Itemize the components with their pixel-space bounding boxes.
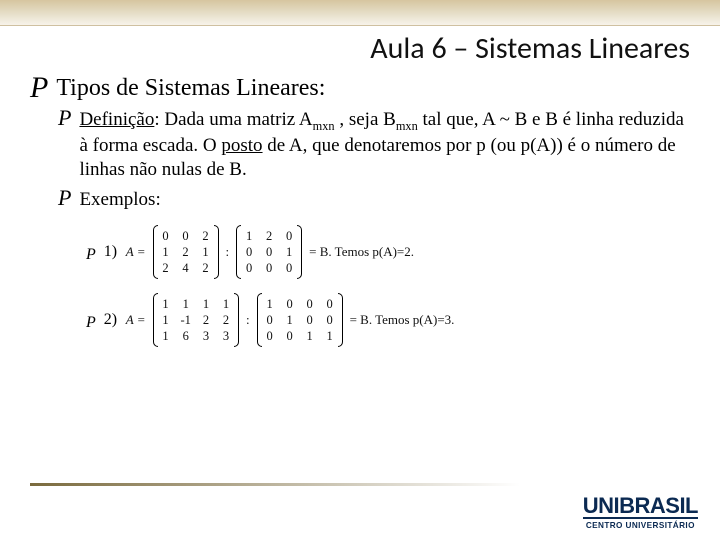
bullet-icon: P (86, 250, 96, 260)
heading-row: P Tipos de Sistemas Lineares: (30, 75, 690, 102)
logo-part-brasil: BRASIL (619, 493, 698, 518)
top-decorative-band (0, 0, 720, 26)
institution-logo: UNIBRASIL CENTRO UNIVERSITÁRIO (583, 496, 698, 530)
logo-wordmark: UNIBRASIL (583, 496, 698, 516)
bullet-icon: P (58, 111, 71, 124)
examples-row: P Exemplos: (58, 188, 690, 212)
bottom-accent-line (30, 483, 520, 486)
bullet-icon: P (30, 79, 48, 97)
example-equation: A =11111-1221633:100001000011= B. Temos … (126, 293, 455, 347)
definition-text: Definição: Dada uma matriz Amxn , seja B… (79, 108, 690, 182)
definition-label: Definição (79, 109, 154, 130)
logo-part-uni: UNI (583, 493, 619, 518)
example-number: 1) (104, 243, 126, 261)
slide-body: Aula 6 – Sistemas Lineares P Tipos de Si… (0, 26, 720, 540)
bullet-icon: P (86, 318, 96, 328)
example-row: P 2)A =11111-1221633:100001000011= B. Tem… (86, 293, 690, 347)
heading-text: Tipos de Sistemas Lineares: (56, 75, 690, 102)
example-row: P 1)A =002121242:120001000= B. Temos p(A)… (86, 225, 690, 279)
logo-subtitle: CENTRO UNIVERSITÁRIO (583, 521, 698, 530)
example-number: 2) (104, 311, 126, 329)
examples-label: Exemplos: (79, 188, 690, 212)
definition-row: P Definição: Dada uma matriz Amxn , seja… (58, 108, 690, 182)
bullet-icon: P (58, 191, 71, 204)
slide-title: Aula 6 – Sistemas Lineares (30, 30, 690, 67)
example-equation: A =002121242:120001000= B. Temos p(A)=2. (126, 225, 414, 279)
